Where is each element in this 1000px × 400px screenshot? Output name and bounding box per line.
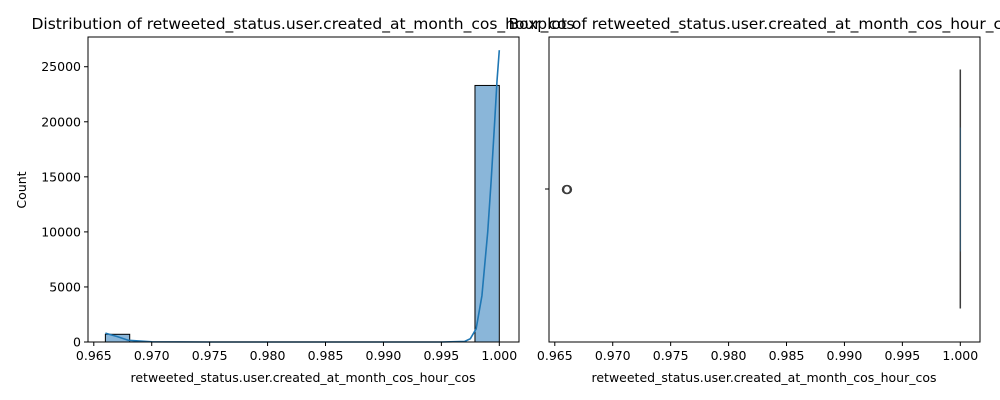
histogram-bars — [104, 84, 500, 343]
boxplot-panel: 0.965 0.970 0.975 0.980 0.985 0.990 0.995 1.000… — [508, 15, 1000, 385]
boxplot-outlier-2 — [562, 184, 573, 195]
boxplot-x-tick-label: 0.975 — [653, 348, 689, 363]
boxplot-elements — [561, 69, 962, 309]
boxplot-x-tick-label: 0.970 — [595, 348, 631, 363]
boxplot-x-tick-label: 0.990 — [827, 348, 863, 363]
histogram-x-tick-label: 0.975 — [192, 348, 228, 363]
boxplot-plot-frame — [548, 36, 981, 343]
boxplot-x-tick-label: 0.985 — [769, 348, 805, 363]
histogram-x-tick-label: 0.980 — [250, 348, 286, 363]
kde-curve — [105, 50, 501, 343]
histogram-x-tick-label: 0.990 — [366, 348, 402, 363]
histogram-x-ticks: 0.965 0.970 0.975 0.980 0.985 0.990 0.995 1.000 — [76, 342, 517, 363]
histogram-x-tick-label: 0.995 — [423, 348, 459, 363]
histogram-y-tick-label: 0 — [73, 335, 81, 350]
histogram-plot-frame — [87, 36, 520, 343]
histogram-y-tick-label: 25000 — [41, 59, 81, 74]
histogram-title: Distribution of retweeted_status.user.cr… — [31, 15, 574, 34]
histogram-y-tick-label: 15000 — [41, 169, 81, 184]
histogram-x-axis-label: retweeted_status.user.created_at_month_c… — [130, 370, 475, 385]
histogram-y-tick-label: 10000 — [41, 224, 81, 239]
boxplot-x-ticks: 0.965 0.970 0.975 0.980 0.985 0.990 0.995 1.000 — [537, 342, 978, 363]
histogram-y-tick-label: 5000 — [49, 279, 81, 294]
histogram-panel: Distribution of retweeted_status.user.cr… — [14, 15, 575, 385]
boxplot-x-tick-label: 1.000 — [942, 348, 978, 363]
boxplot-x-tick-label: 0.965 — [537, 348, 573, 363]
histogram-x-tick-label: 0.970 — [134, 348, 170, 363]
boxplot-x-tick-label: 0.980 — [711, 348, 747, 363]
histogram-y-tick-label: 20000 — [41, 114, 81, 129]
histogram-x-tick-label: 1.000 — [481, 348, 517, 363]
histogram-bar-15 — [474, 84, 500, 343]
histogram-x-tick-label: 0.985 — [308, 348, 344, 363]
boxplot-title: Boxplot of retweeted_status.user.created… — [508, 15, 1000, 34]
boxplot-x-axis-label: retweeted_status.user.created_at_month_c… — [591, 370, 936, 385]
histogram-x-tick-label: 0.965 — [76, 348, 112, 363]
histogram-bar-0 — [104, 333, 131, 343]
histogram-y-axis-label: Count — [14, 171, 29, 208]
histogram-y-ticks: 0 5000 10000 15000 20000 25000 — [41, 59, 88, 350]
boxplot-x-tick-label: 0.995 — [884, 348, 920, 363]
